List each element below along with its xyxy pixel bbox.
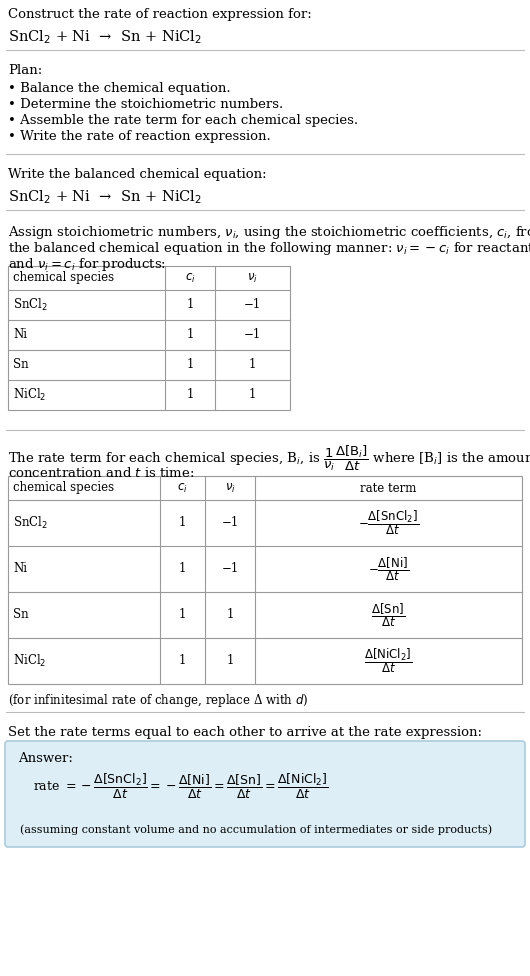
Bar: [8, 476, 522, 684]
Text: 1: 1: [179, 655, 186, 668]
Text: NiCl$_2$: NiCl$_2$: [13, 386, 46, 403]
Text: SnCl$_2$: SnCl$_2$: [13, 297, 48, 313]
Text: $c_i$: $c_i$: [177, 481, 188, 495]
Text: SnCl$_2$ + Ni  →  Sn + NiCl$_2$: SnCl$_2$ + Ni → Sn + NiCl$_2$: [8, 28, 202, 46]
Text: Ni: Ni: [13, 562, 27, 576]
Text: Plan:: Plan:: [8, 64, 42, 77]
Text: −1: −1: [244, 329, 261, 342]
Text: Answer:: Answer:: [18, 752, 73, 765]
Text: (for infinitesimal rate of change, replace Δ with $d$): (for infinitesimal rate of change, repla…: [8, 692, 308, 709]
Text: Write the balanced chemical equation:: Write the balanced chemical equation:: [8, 168, 267, 181]
Text: • Assemble the rate term for each chemical species.: • Assemble the rate term for each chemic…: [8, 114, 358, 127]
Text: • Write the rate of reaction expression.: • Write the rate of reaction expression.: [8, 130, 271, 143]
Text: rate term: rate term: [360, 481, 417, 495]
Text: • Determine the stoichiometric numbers.: • Determine the stoichiometric numbers.: [8, 98, 283, 111]
Text: 1: 1: [226, 608, 234, 622]
Text: $\nu_i$: $\nu_i$: [225, 481, 235, 495]
Text: chemical species: chemical species: [13, 271, 114, 284]
Text: and $\nu_i = c_i$ for products:: and $\nu_i = c_i$ for products:: [8, 256, 166, 273]
Text: The rate term for each chemical species, B$_i$, is $\dfrac{1}{\nu_i}\dfrac{\Delt: The rate term for each chemical species,…: [8, 444, 530, 473]
Text: $\nu_i$: $\nu_i$: [247, 271, 258, 285]
Text: −1: −1: [222, 562, 238, 576]
Text: SnCl$_2$ + Ni  →  Sn + NiCl$_2$: SnCl$_2$ + Ni → Sn + NiCl$_2$: [8, 188, 202, 206]
Text: 1: 1: [249, 388, 256, 401]
Text: concentration and $t$ is time:: concentration and $t$ is time:: [8, 466, 195, 480]
Text: 1: 1: [187, 329, 193, 342]
Text: 1: 1: [179, 562, 186, 576]
Text: 1: 1: [226, 655, 234, 668]
Text: rate $= -\dfrac{\Delta[\mathrm{SnCl_2}]}{\Delta t} = -\dfrac{\Delta[\mathrm{Ni}]: rate $= -\dfrac{\Delta[\mathrm{SnCl_2}]}…: [33, 771, 329, 800]
Text: Sn: Sn: [13, 358, 29, 372]
Text: 1: 1: [179, 608, 186, 622]
Text: 1: 1: [187, 358, 193, 372]
Text: (assuming constant volume and no accumulation of intermediates or side products): (assuming constant volume and no accumul…: [20, 824, 492, 834]
Text: • Balance the chemical equation.: • Balance the chemical equation.: [8, 82, 231, 95]
Text: chemical species: chemical species: [13, 481, 114, 495]
Text: Assign stoichiometric numbers, $\nu_i$, using the stoichiometric coefficients, $: Assign stoichiometric numbers, $\nu_i$, …: [8, 224, 530, 241]
Text: $-\dfrac{\Delta[\mathrm{SnCl_2}]}{\Delta t}$: $-\dfrac{\Delta[\mathrm{SnCl_2}]}{\Delta…: [358, 508, 419, 538]
Bar: [8, 266, 290, 410]
Text: $\dfrac{\Delta[\mathrm{NiCl_2}]}{\Delta t}$: $\dfrac{\Delta[\mathrm{NiCl_2}]}{\Delta …: [364, 647, 413, 675]
Text: −1: −1: [244, 299, 261, 311]
Text: 1: 1: [179, 516, 186, 530]
Text: $c_i$: $c_i$: [184, 271, 196, 285]
Text: NiCl$_2$: NiCl$_2$: [13, 653, 46, 670]
Text: Sn: Sn: [13, 608, 29, 622]
Text: Construct the rate of reaction expression for:: Construct the rate of reaction expressio…: [8, 8, 312, 21]
Text: 1: 1: [187, 388, 193, 401]
Text: the balanced chemical equation in the following manner: $\nu_i = -c_i$ for react: the balanced chemical equation in the fo…: [8, 240, 530, 257]
FancyBboxPatch shape: [5, 741, 525, 847]
Text: $-\dfrac{\Delta[\mathrm{Ni}]}{\Delta t}$: $-\dfrac{\Delta[\mathrm{Ni}]}{\Delta t}$: [368, 555, 409, 583]
Text: Set the rate terms equal to each other to arrive at the rate expression:: Set the rate terms equal to each other t…: [8, 726, 482, 739]
Text: 1: 1: [187, 299, 193, 311]
Text: $\dfrac{\Delta[\mathrm{Sn}]}{\Delta t}$: $\dfrac{\Delta[\mathrm{Sn}]}{\Delta t}$: [372, 601, 405, 629]
Text: SnCl$_2$: SnCl$_2$: [13, 515, 48, 531]
Text: −1: −1: [222, 516, 238, 530]
Text: Ni: Ni: [13, 329, 27, 342]
Text: 1: 1: [249, 358, 256, 372]
